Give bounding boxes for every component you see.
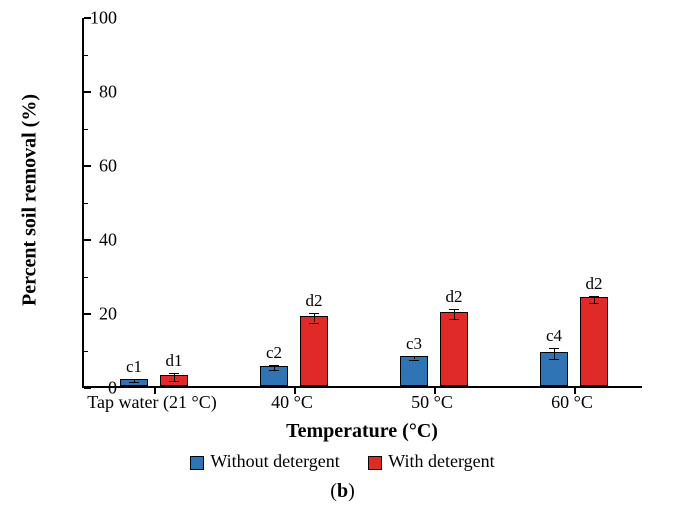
legend-swatch-with	[368, 456, 382, 470]
plot-area: c1 d1 c2 d2 c3 d2 c4 d2	[82, 18, 642, 388]
x-axis-title: Temperature (°C)	[286, 420, 438, 443]
error-cap	[449, 309, 459, 310]
y-tick-label: 40	[77, 230, 117, 251]
error-bar	[594, 296, 595, 303]
x-tick-label: Tap water (21 °C)	[87, 392, 216, 413]
bar-annotation: d2	[446, 287, 463, 307]
error-cap	[309, 313, 319, 314]
legend-label-with: With detergent	[388, 451, 494, 471]
bar	[440, 312, 468, 386]
error-cap	[269, 365, 279, 366]
soil-removal-bar-chart: Percent soil removal (%) c1 d1 c2 d2 c3 d2 c4 d…	[0, 0, 685, 517]
error-cap	[169, 373, 179, 374]
error-bar	[174, 373, 175, 380]
y-tick-label: 80	[77, 82, 117, 103]
legend-item-with: With detergent	[368, 451, 494, 472]
bar-annotation: d2	[586, 274, 603, 294]
y-minor-tick	[84, 277, 88, 278]
subfigure-label: (b)	[0, 480, 685, 503]
bar-annotation: d1	[166, 351, 183, 371]
error-cap	[589, 303, 599, 304]
error-bar	[454, 309, 455, 319]
legend-label-without: Without detergent	[210, 451, 339, 471]
legend-swatch-without	[190, 456, 204, 470]
y-tick-label: 20	[77, 304, 117, 325]
error-bar	[314, 313, 315, 323]
error-cap	[129, 382, 139, 383]
y-minor-tick	[84, 351, 88, 352]
error-cap	[449, 319, 459, 320]
y-tick-label: 100	[77, 8, 117, 29]
x-tick-label: 50 °C	[411, 392, 453, 413]
y-minor-tick	[84, 55, 88, 56]
x-tick-label: 40 °C	[271, 392, 313, 413]
error-cap	[549, 348, 559, 349]
bar	[580, 297, 608, 386]
y-tick-label: 60	[77, 156, 117, 177]
legend-item-without: Without detergent	[190, 451, 339, 472]
bar-annotation: c2	[266, 343, 282, 363]
bar	[300, 316, 328, 386]
error-cap	[589, 296, 599, 297]
error-bar	[554, 348, 555, 359]
error-cap	[269, 370, 279, 371]
bar-annotation: c3	[406, 334, 422, 354]
x-tick-label: 60 °C	[551, 392, 593, 413]
y-minor-tick	[84, 129, 88, 130]
legend: Without detergent With detergent	[0, 450, 685, 472]
error-cap	[169, 381, 179, 382]
y-axis-title: Percent soil removal (%)	[19, 94, 42, 306]
bar-annotation: c1	[126, 357, 142, 377]
error-cap	[549, 359, 559, 360]
y-minor-tick	[84, 203, 88, 204]
bar-annotation: d2	[306, 291, 323, 311]
error-cap	[409, 356, 419, 357]
bar-annotation: c4	[546, 326, 562, 346]
error-cap	[409, 360, 419, 361]
error-cap	[129, 379, 139, 380]
error-cap	[309, 323, 319, 324]
